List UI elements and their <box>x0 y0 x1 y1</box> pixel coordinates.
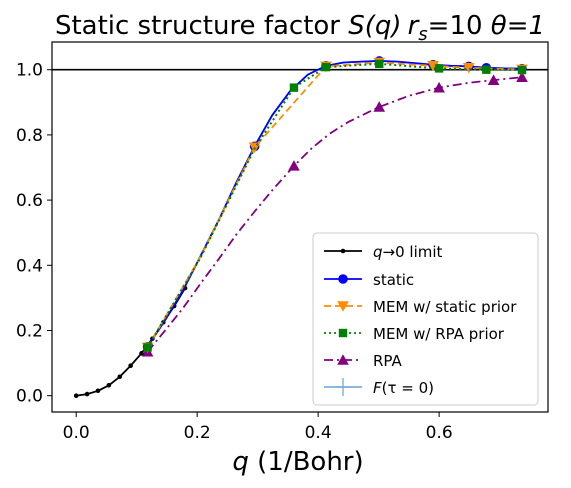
series-0-marker-4 <box>117 374 123 380</box>
series-4-marker-4 <box>487 74 500 85</box>
chart-title: Static structure factor S(q) rs=10 θ=1 <box>55 11 545 45</box>
series-0-marker-2 <box>95 388 101 394</box>
legend-label-f: F(τ = 0) <box>373 379 434 397</box>
y-tick-label-5: 1.0 <box>16 61 43 81</box>
y-tick-label-3: 0.6 <box>16 191 43 211</box>
axes-frame <box>51 41 549 413</box>
series-3-line <box>146 62 523 349</box>
axes: 0.0 0.2 0.4 0.6 0.0 0.2 0.4 0.6 0.8 1.0 <box>16 41 549 443</box>
series-3-marker-5 <box>482 65 491 74</box>
series-4-marker-5 <box>516 71 528 83</box>
legend-handle-marker-0 <box>340 248 346 254</box>
title-rs-val: =10 <box>428 11 491 41</box>
series-4-marker-3 <box>433 81 445 93</box>
title-theta: θ=1 <box>491 11 545 41</box>
series-0-marker-5 <box>128 363 133 369</box>
series-3-marker-2 <box>321 62 331 72</box>
series-0-marker-3 <box>106 382 112 388</box>
legend-handle-marker-4 <box>337 354 349 365</box>
legend-handle-marker-3 <box>338 328 348 338</box>
series-2-marker-4 <box>427 60 439 72</box>
title-main: Static structure factor <box>55 11 348 41</box>
y-tick-label-0: 0.0 <box>16 387 43 407</box>
series-0-marker-6 <box>139 351 144 356</box>
legend-frame <box>312 232 539 406</box>
y-tick-label-1: 0.2 <box>16 322 43 342</box>
series-3-marker-1 <box>289 83 299 92</box>
legend-label-static: static <box>373 271 414 289</box>
legend-handle-marker-5 <box>335 378 351 396</box>
x-axis-label: q (1/Bohr) <box>232 447 363 477</box>
series-0-line <box>76 287 186 397</box>
x-tick-label-1: 0.2 <box>184 423 211 443</box>
legend-label-mem-static: MEM w/ static prior <box>373 298 517 316</box>
title-rs-var: r <box>408 11 421 41</box>
y-tick-label-2: 0.4 <box>16 256 43 276</box>
x-tick-label-3: 0.6 <box>426 423 453 443</box>
legend-handle-marker-2 <box>337 301 349 312</box>
series-3-marker-0 <box>143 343 152 352</box>
series-0-marker-1 <box>84 391 90 397</box>
series-3-marker-3 <box>375 59 384 69</box>
series-0-marker-0 <box>73 393 79 399</box>
title-rs-sub: s <box>418 24 427 45</box>
y-tick-label-4: 0.8 <box>16 126 43 146</box>
series-2-marker-5 <box>462 62 475 74</box>
x-label-var: q <box>232 447 249 477</box>
x-tick-label-2: 0.4 <box>305 423 332 443</box>
title-sq: S(q) <box>348 11 401 41</box>
legend: q→0 limit static MEM w/ static prior MEM… <box>312 232 539 406</box>
x-label-unit: (1/Bohr) <box>249 447 364 477</box>
x-tick-label-0: 0.0 <box>63 423 90 443</box>
series-4-marker-2 <box>373 101 386 112</box>
series-4-marker-1 <box>288 160 300 171</box>
legend-label-rpa: RPA <box>373 352 403 370</box>
legend-handle-marker-1 <box>338 274 348 284</box>
series-3-marker-4 <box>434 64 444 73</box>
series-3-marker-6 <box>517 65 527 75</box>
legend-label-mem-rpa: MEM w/ RPA prior <box>373 325 505 343</box>
plot-area <box>52 56 548 399</box>
series-4-line <box>146 76 523 353</box>
legend-label-limit: q→0 limit <box>373 243 443 261</box>
